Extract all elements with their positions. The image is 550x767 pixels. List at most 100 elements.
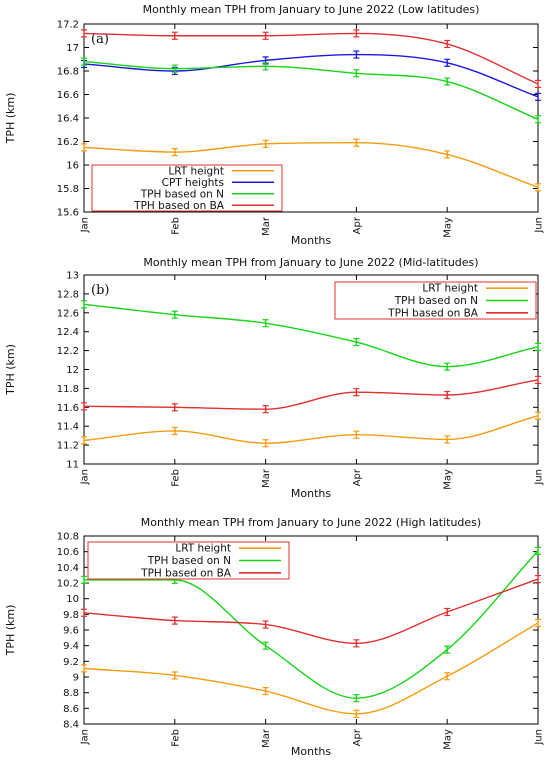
data-point — [535, 79, 541, 89]
data-point — [535, 574, 541, 584]
y-tick-label: 12.6 — [57, 308, 79, 319]
x-tick-label: Feb — [170, 217, 181, 235]
y-tick-label: 15.8 — [57, 184, 79, 195]
data-point — [171, 147, 178, 157]
data-point — [81, 29, 87, 38]
data-point — [444, 58, 451, 67]
data-point — [535, 115, 541, 124]
x-tick-label: Apr — [352, 728, 363, 746]
x-tick-label: May — [443, 469, 454, 490]
data-point — [353, 709, 360, 718]
x-tick-label: Feb — [170, 469, 181, 487]
y-tick-label: 12 — [66, 365, 79, 376]
x-tick-label: Feb — [170, 729, 181, 747]
chart-title: Monthly mean TPH from January to June 20… — [141, 516, 481, 529]
y-tick-label: 9.6 — [63, 626, 79, 637]
data-point — [171, 671, 178, 680]
data-point — [262, 139, 269, 148]
data-point — [535, 618, 541, 628]
y-axis-label: TPH (km) — [4, 344, 17, 396]
y-tick-label: 12.8 — [57, 289, 79, 300]
data-point — [171, 310, 178, 319]
data-point — [81, 664, 87, 673]
x-tick-label: Jun — [534, 469, 545, 486]
x-tick-label: Jan — [80, 469, 91, 485]
chart-panel-c: Monthly mean TPH from January to June 20… — [4, 516, 545, 758]
y-axis-label: TPH (km) — [4, 605, 17, 657]
data-point — [171, 31, 178, 40]
series-line-2 — [83, 578, 539, 645]
legend-box — [91, 164, 283, 212]
legend-entry-label: TPH based on BA — [133, 200, 225, 212]
data-point — [81, 57, 87, 66]
data-point — [81, 300, 87, 309]
data-point — [81, 575, 87, 584]
data-point — [353, 694, 360, 703]
y-tick-label: 16 — [66, 161, 79, 172]
series-line-1 — [83, 303, 539, 368]
y-tick-label: 8.8 — [63, 688, 79, 699]
data-point — [81, 402, 87, 411]
data-point — [171, 616, 178, 625]
y-tick-label: 17 — [66, 43, 79, 54]
data-point — [444, 39, 451, 49]
data-point — [535, 342, 541, 351]
y-tick-label: 10.6 — [57, 547, 79, 558]
x-tick-label: Jun — [534, 217, 545, 234]
y-tick-label: 9.8 — [63, 610, 79, 621]
chart-panel-a: Monthly mean TPH from January to June 20… — [4, 3, 545, 247]
x-axis-label: Months — [291, 745, 331, 758]
y-tick-label: 10.4 — [57, 563, 79, 574]
x-tick-label: Jan — [80, 217, 91, 233]
y-tick-label: 15.6 — [57, 208, 79, 219]
y-tick-label: 16.8 — [57, 67, 79, 78]
series-line-1 — [83, 53, 539, 98]
y-tick-label: 8.4 — [63, 720, 79, 731]
data-point — [262, 319, 269, 328]
series-line-0 — [83, 415, 539, 444]
y-tick-label: 10.2 — [57, 579, 79, 590]
series-line-2 — [83, 60, 539, 120]
data-point — [262, 641, 269, 650]
data-point — [444, 672, 451, 681]
panel-label: (a) — [91, 32, 109, 47]
data-point — [444, 390, 451, 400]
chart-title: Monthly mean TPH from January to June 20… — [143, 3, 480, 16]
data-point — [262, 31, 269, 40]
x-tick-label: Jun — [534, 729, 545, 746]
data-point — [353, 138, 360, 147]
series-line-2 — [83, 379, 539, 410]
data-point — [535, 92, 541, 101]
y-tick-label: 16.6 — [57, 90, 79, 101]
data-point — [444, 77, 451, 86]
legend-entry-label: TPH based on BA — [140, 567, 232, 579]
data-point — [81, 608, 87, 617]
y-tick-label: 9 — [73, 673, 79, 684]
x-tick-label: Mar — [261, 728, 272, 748]
legend-entry-label: LRT height — [422, 283, 478, 295]
y-tick-label: 12.2 — [57, 346, 79, 357]
data-point — [81, 436, 87, 445]
y-tick-label: 16.4 — [57, 114, 79, 125]
x-tick-label: May — [443, 729, 454, 750]
series-line-0 — [83, 622, 539, 715]
y-tick-label: 13 — [66, 271, 79, 282]
data-point — [171, 64, 178, 73]
data-point — [353, 639, 360, 648]
legend-entry-label: LRT height — [175, 543, 231, 555]
data-point — [262, 405, 269, 414]
y-tick-label: 11 — [66, 460, 79, 471]
x-tick-label: Apr — [352, 216, 363, 234]
data-point — [262, 686, 269, 696]
y-tick-label: 16.2 — [57, 137, 79, 148]
y-tick-label: 12.4 — [57, 327, 79, 338]
data-point — [262, 62, 269, 71]
y-tick-label: 11.8 — [57, 384, 79, 395]
data-point — [444, 362, 451, 371]
data-point — [444, 607, 451, 617]
data-point — [444, 435, 451, 444]
data-point — [81, 143, 87, 152]
data-point — [353, 29, 360, 38]
